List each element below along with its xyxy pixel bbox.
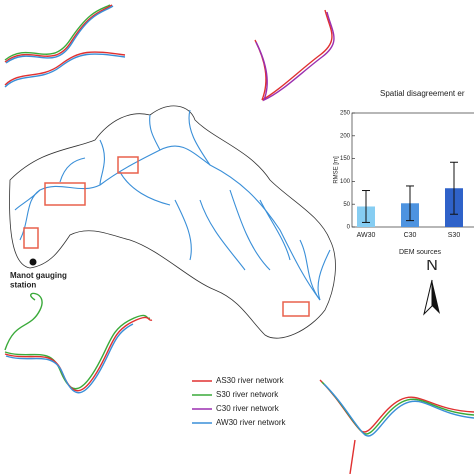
legend-label: AS30 river network (216, 376, 285, 385)
chart-title: Spatial disagreement er (380, 89, 465, 98)
river-detail (4, 4, 474, 474)
y-tick-label: 200 (340, 133, 351, 139)
legend: AS30 river network S30 river network C30 r… (192, 376, 287, 427)
north-label: N (426, 257, 438, 274)
highlight-box (23, 227, 39, 249)
north-arrow (432, 280, 440, 314)
x-tick-label: C30 (404, 232, 417, 239)
north-arrow (423, 279, 433, 316)
y-tick-label: 100 (340, 179, 351, 185)
station-label: Manot gauging station (10, 271, 67, 290)
y-tick-label: 150 (340, 156, 351, 162)
legend-label: C30 river network (216, 404, 280, 413)
legend-label: S30 river network (216, 390, 279, 399)
catchment-outline (9, 105, 336, 339)
y-tick-label: 0 (347, 225, 351, 231)
x-tick-label: S30 (448, 232, 461, 239)
inset-chart: Spatial disagreement er RMSE [m] DEM sou… (334, 84, 474, 260)
y-tick-label: 50 (343, 202, 350, 208)
highlight-box (44, 182, 86, 206)
gauging-station (29, 258, 37, 266)
highlight-box (282, 301, 310, 317)
x-tick-label: AW30 (357, 232, 376, 239)
x-axis-label: DEM sources (399, 249, 442, 256)
river-network (14, 109, 331, 301)
highlight-box (117, 156, 139, 174)
y-tick-label: 250 (340, 111, 351, 117)
legend-label: AW30 river network (216, 418, 287, 427)
y-axis-label: RMSE [m] (334, 156, 340, 184)
